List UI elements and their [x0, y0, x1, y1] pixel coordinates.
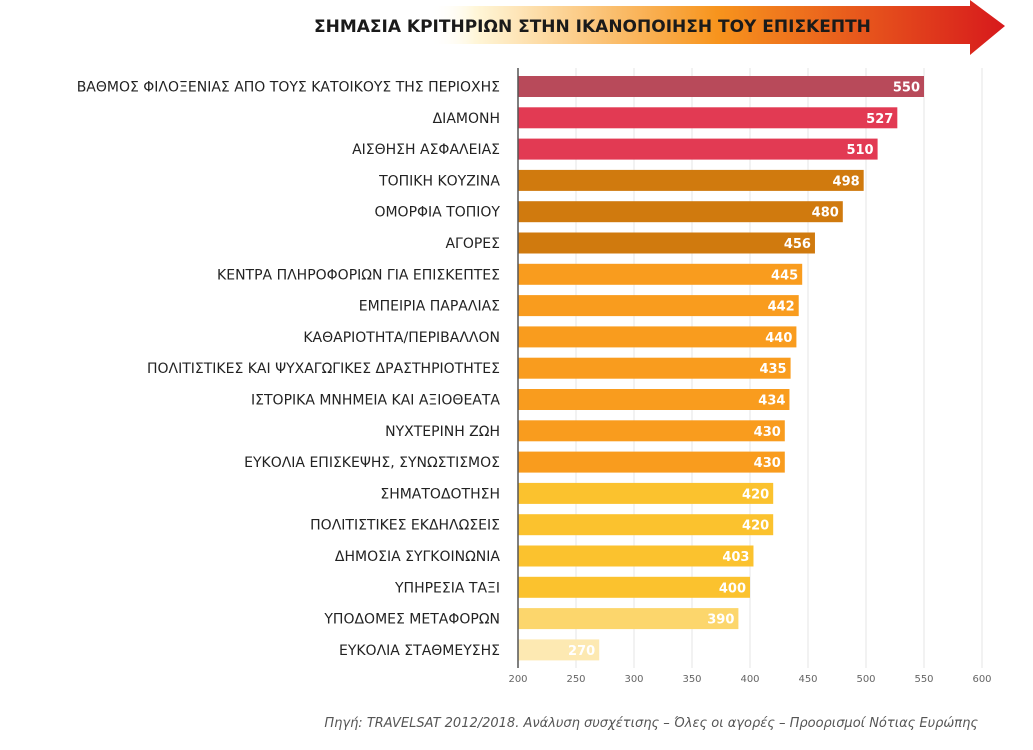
- value-label: 430: [754, 425, 781, 440]
- category-labels: ΒΑΘΜΟΣ ΦΙΛΟΞΕΝΙΑΣ ΑΠΟ ΤΟΥΣ ΚΑΤΟΙΚΟΥΣ ΤΗΣ…: [77, 80, 501, 659]
- category-label: ΥΠΗΡΕΣΙΑ ΤΑΞΙ: [394, 580, 500, 596]
- category-label: ΚΑΘΑΡΙΟΤΗΤΑ/ΠΕΡΙΒΑΛΛΟΝ: [303, 330, 500, 346]
- value-labels: 550 527 510 498 480 456 445 442 440 435 434 430 430 4…: [568, 81, 920, 659]
- bar: [518, 76, 924, 97]
- category-label: ΚΕΝΤΡΑ ΠΛΗΡΟΦΟΡΙΩΝ ΓΙΑ ΕΠΙΣΚΕΠΤΕΣ: [217, 267, 500, 283]
- x-tick-label: 450: [798, 674, 817, 685]
- x-tick-label: 600: [972, 674, 991, 685]
- x-tick-label: 500: [856, 674, 875, 685]
- category-label: ΑΙΣΘΗΣΗ ΑΣΦΑΛΕΙΑΣ: [352, 142, 500, 158]
- source-note: Πηγή: TRAVELSAT 2012/2018. Ανάλυση συσχέ…: [324, 716, 978, 731]
- bar: [518, 201, 843, 223]
- x-tick-label: 400: [740, 674, 759, 685]
- x-axis-ticks: 200 250 300 350 400 450 500 550 600: [508, 674, 991, 685]
- bar: [518, 389, 790, 410]
- value-label: 435: [759, 362, 786, 377]
- bar: [518, 295, 799, 317]
- value-label: 400: [719, 581, 746, 596]
- bar: [518, 232, 815, 254]
- bar: [518, 420, 785, 442]
- bar: [518, 514, 774, 536]
- bar: [518, 138, 878, 160]
- x-tick-label: 350: [682, 674, 701, 685]
- category-label: ΑΓΟΡΕΣ: [445, 236, 500, 252]
- bar: [518, 263, 803, 285]
- value-label: 510: [846, 143, 873, 158]
- value-label: 420: [742, 487, 769, 502]
- title-arrow-icon: [430, 0, 1005, 55]
- bar: [518, 169, 864, 191]
- value-label: 442: [768, 300, 795, 315]
- x-tick-label: 300: [624, 674, 643, 685]
- category-label: ΠΟΛΙΤΙΣΤΙΚΕΣ ΚΑΙ ΨΥΧΑΓΩΓΙΚΕΣ ΔΡΑΣΤΗΡΙΟΤΗ…: [147, 361, 500, 377]
- value-label: 456: [784, 237, 811, 252]
- category-label: ΟΜΟΡΦΙΑ ΤΟΠΙΟΥ: [374, 205, 500, 221]
- bar: [518, 639, 600, 661]
- value-label: 390: [707, 613, 734, 628]
- category-label: ΒΑΘΜΟΣ ΦΙΛΟΞΕΝΙΑΣ ΑΠΟ ΤΟΥΣ ΚΑΤΟΙΚΟΥΣ ΤΗΣ…: [77, 80, 500, 96]
- bar: [518, 608, 739, 630]
- value-label: 527: [866, 112, 893, 127]
- value-label: 270: [568, 644, 595, 659]
- bar: [518, 545, 754, 567]
- category-label: ΔΙΑΜΟΝΗ: [433, 111, 500, 127]
- bar: [518, 107, 898, 129]
- category-label: ΥΠΟΔΟΜΕΣ ΜΕΤΑΦΟΡΩΝ: [323, 612, 500, 628]
- x-tick-label: 550: [914, 674, 933, 685]
- bars: [518, 76, 924, 661]
- value-label: 403: [722, 550, 749, 565]
- bar: [518, 576, 750, 598]
- x-tick-label: 200: [508, 674, 527, 685]
- value-label: 498: [833, 174, 860, 189]
- value-label: 480: [812, 206, 839, 221]
- bar: [518, 482, 774, 504]
- chart-title: ΣΗΜΑΣΙΑ ΚΡΙΤΗΡΙΩΝ ΣΤΗΝ ΙΚΑΝΟΠΟΙΗΣΗ ΤΟΥ Ε…: [314, 17, 871, 37]
- category-label: ΙΣΤΟΡΙΚΑ ΜΝΗΜΕΙΑ ΚΑΙ ΑΞΙΟΘΕΑΤΑ: [251, 393, 500, 409]
- value-label: 445: [771, 268, 798, 283]
- bar: [518, 451, 785, 473]
- value-label: 434: [758, 394, 785, 409]
- category-label: ΤΟΠΙΚΗ ΚΟΥΖΙΝΑ: [378, 173, 500, 189]
- category-label: ΠΟΛΙΤΙΣΤΙΚΕΣ ΕΚΔΗΛΩΣΕΙΣ: [310, 518, 500, 534]
- category-label: ΕΥΚΟΛΙΑ ΕΠΙΣΚΕΨΗΣ, ΣΥΝΩΣΤΙΣΜΟΣ: [244, 455, 500, 471]
- value-label: 420: [742, 519, 769, 534]
- x-tick-label: 250: [566, 674, 585, 685]
- bar: [518, 326, 797, 348]
- category-label: ΕΜΠΕΙΡΙΑ ΠΑΡΑΛΙΑΣ: [359, 299, 500, 315]
- category-label: ΔΗΜΟΣΙΑ ΣΥΓΚΟΙΝΩΝΙΑ: [335, 549, 501, 565]
- category-label: ΝΥΧΤΕΡΙΝΗ ΖΩΗ: [385, 424, 500, 440]
- category-label: ΣΗΜΑΤΟΔΟΤΗΣΗ: [380, 486, 500, 502]
- category-label: ΕΥΚΟΛΙΑ ΣΤΑΘΜΕΥΣΗΣ: [339, 643, 500, 659]
- value-label: 430: [754, 456, 781, 471]
- value-label: 550: [893, 81, 920, 96]
- bar: [518, 357, 791, 379]
- value-label: 440: [765, 331, 792, 346]
